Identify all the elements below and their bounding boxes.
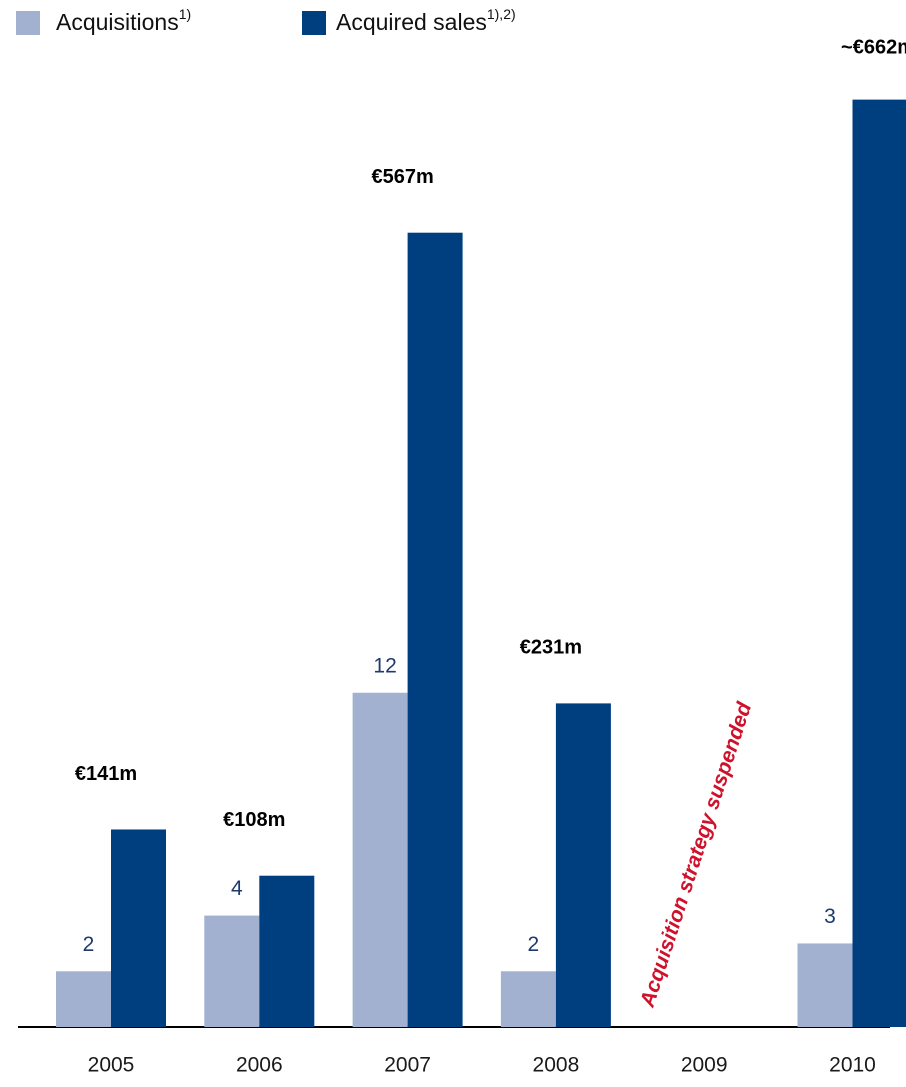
value-label: 2 bbox=[528, 933, 540, 956]
bar bbox=[555, 703, 611, 1027]
x-tick-label: 2005 bbox=[88, 1054, 135, 1077]
bar bbox=[56, 971, 111, 1027]
legend-swatch bbox=[16, 11, 40, 35]
bar bbox=[852, 99, 906, 1027]
value-label: €231m bbox=[520, 637, 582, 659]
value-label: 12 bbox=[373, 654, 396, 677]
value-label: €567m bbox=[371, 166, 433, 188]
legend-swatch bbox=[302, 11, 326, 35]
annotation: Acquisition strategy suspended bbox=[636, 699, 757, 1011]
legend-entry: Acquisitions1) bbox=[56, 6, 191, 35]
value-label: ~€662m bbox=[841, 36, 906, 58]
x-tick-label: 2010 bbox=[829, 1054, 876, 1077]
value-label: 3 bbox=[824, 905, 836, 928]
bar bbox=[797, 943, 853, 1027]
value-label: €108m bbox=[223, 809, 285, 831]
bar bbox=[111, 829, 166, 1027]
x-tick-label: 2006 bbox=[236, 1054, 283, 1077]
bar bbox=[407, 232, 463, 1027]
x-tick-label: 2008 bbox=[533, 1054, 580, 1077]
value-label: €141m bbox=[75, 763, 137, 785]
bar bbox=[204, 915, 260, 1027]
legend-entry: Acquired sales1),2) bbox=[336, 6, 516, 35]
bar bbox=[352, 692, 408, 1027]
value-label: 2 bbox=[83, 933, 95, 956]
x-tick-label: 2009 bbox=[681, 1054, 728, 1077]
x-tick-label: 2007 bbox=[384, 1054, 431, 1077]
value-label: 4 bbox=[231, 877, 243, 900]
bar bbox=[259, 875, 315, 1027]
bar bbox=[500, 971, 556, 1027]
